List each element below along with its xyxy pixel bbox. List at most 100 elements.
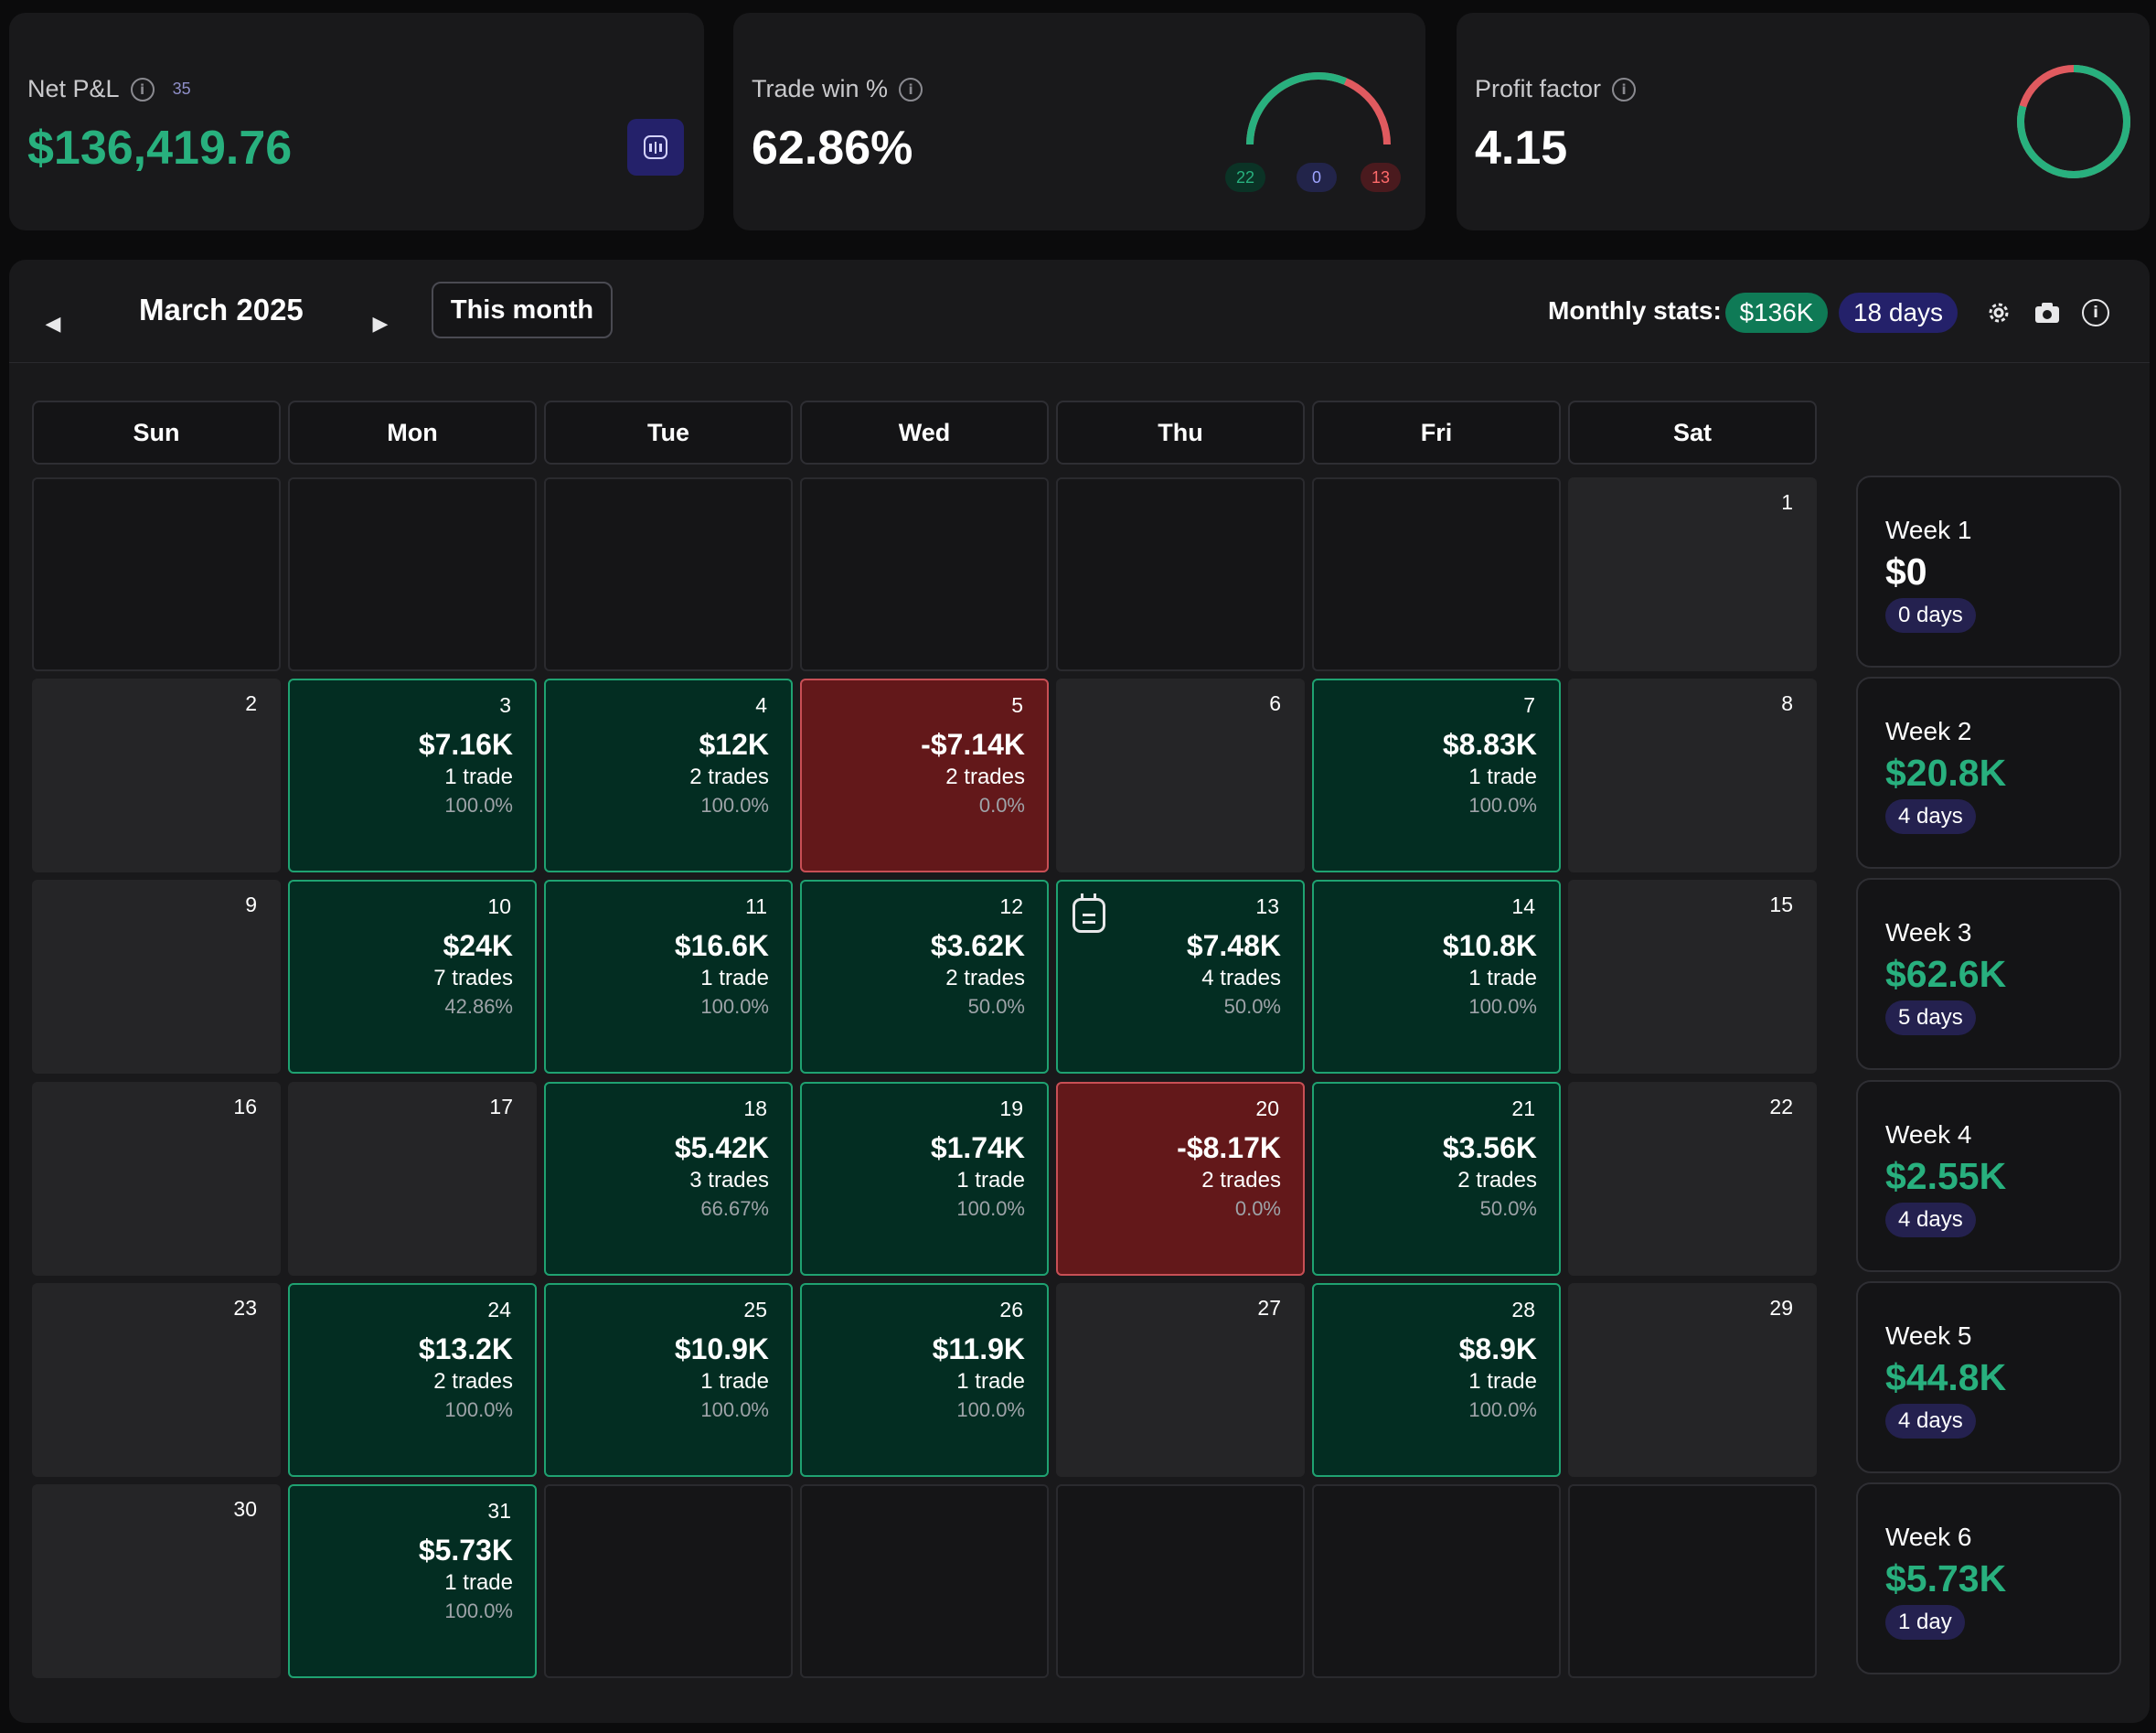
calendar-day-25[interactable]: 25 $10.9K 1 trade 100.0% bbox=[544, 1283, 793, 1477]
day-trade-count: 1 trade bbox=[1468, 966, 1537, 990]
calendar-day-7[interactable]: 7 $8.83K 1 trade 100.0% bbox=[1312, 679, 1561, 872]
day-number: 3 bbox=[499, 693, 511, 717]
info-icon[interactable]: i bbox=[899, 77, 923, 102]
calendar-day-28[interactable]: 28 $8.9K 1 trade 100.0% bbox=[1312, 1283, 1561, 1477]
info-icon[interactable]: i bbox=[1612, 77, 1637, 102]
day-pnl: $8.9K bbox=[1458, 1332, 1537, 1365]
trade-win-card: Trade win % i 62.86% 22 0 13 bbox=[733, 13, 1425, 230]
week-label: Week 1 bbox=[1885, 516, 1972, 544]
camera-icon[interactable] bbox=[2031, 296, 2064, 329]
calendar-day-30[interactable]: 30 bbox=[32, 1484, 281, 1678]
trade-count-badge: 35 bbox=[172, 80, 191, 98]
losses-count: 13 bbox=[1361, 163, 1401, 192]
day-trade-count: 2 trades bbox=[433, 1369, 513, 1394]
day-number: 26 bbox=[999, 1298, 1023, 1321]
chart-icon[interactable] bbox=[627, 119, 684, 176]
next-arrow-icon[interactable]: ▶ bbox=[372, 312, 389, 335]
day-number: 18 bbox=[743, 1096, 767, 1120]
day-trade-count: 2 trades bbox=[1201, 1168, 1281, 1193]
calendar-day-3[interactable]: 3 $7.16K 1 trade 100.0% bbox=[288, 679, 537, 872]
day-trade-count: 1 trade bbox=[1468, 1369, 1537, 1394]
this-month-button[interactable]: This month bbox=[432, 282, 613, 338]
day-number: 6 bbox=[1269, 691, 1281, 715]
gear-icon[interactable] bbox=[1982, 296, 2015, 329]
info-icon[interactable]: i bbox=[130, 77, 155, 102]
week-pnl: $0 bbox=[1885, 551, 1927, 593]
calendar-day-24[interactable]: 24 $13.2K 2 trades 100.0% bbox=[288, 1283, 537, 1477]
calendar-cell-blank bbox=[544, 477, 793, 671]
prev-arrow-icon[interactable]: ◀ bbox=[45, 312, 61, 335]
calendar-day-21[interactable]: 21 $3.56K 2 trades 50.0% bbox=[1312, 1082, 1561, 1276]
day-trade-count: 1 trade bbox=[444, 1570, 513, 1595]
day-number: 8 bbox=[1781, 691, 1793, 715]
day-win-rate: 100.0% bbox=[956, 1398, 1025, 1421]
calendar-day-4[interactable]: 4 $12K 2 trades 100.0% bbox=[544, 679, 793, 872]
calendar-cell-blank bbox=[1312, 477, 1561, 671]
calendar-day-11[interactable]: 11 $16.6K 1 trade 100.0% bbox=[544, 880, 793, 1074]
day-pnl: $5.73K bbox=[418, 1534, 513, 1567]
week-pnl: $5.73K bbox=[1885, 1557, 2007, 1599]
breakeven-count: 0 bbox=[1297, 163, 1337, 192]
calendar-day-23[interactable]: 23 bbox=[32, 1283, 281, 1477]
day-trade-count: 1 trade bbox=[956, 1369, 1025, 1394]
calendar-day-9[interactable]: 9 bbox=[32, 880, 281, 1074]
week-label: Week 6 bbox=[1885, 1523, 1972, 1551]
day-win-rate: 100.0% bbox=[444, 1398, 513, 1421]
calendar-cell-blank bbox=[1056, 477, 1305, 671]
day-trade-count: 7 trades bbox=[433, 966, 513, 990]
day-pnl: $11.9K bbox=[932, 1332, 1025, 1365]
calendar-day-10[interactable]: 10 $24K 7 trades 42.86% bbox=[288, 880, 537, 1074]
calendar-day-29[interactable]: 29 bbox=[1568, 1283, 1817, 1477]
week-summary-3: Week 3 $62.6K 5 days bbox=[1856, 878, 2121, 1070]
day-number: 13 bbox=[1255, 894, 1279, 918]
calendar-day-27[interactable]: 27 bbox=[1056, 1283, 1305, 1477]
calendar-day-1[interactable]: 1 bbox=[1568, 477, 1817, 671]
week-days-badge: 0 days bbox=[1885, 598, 1976, 633]
day-number: 7 bbox=[1523, 693, 1535, 717]
day-trade-count: 2 trades bbox=[945, 966, 1025, 990]
week-summary-6: Week 6 $5.73K 1 day bbox=[1856, 1482, 2121, 1674]
calendar-day-17[interactable]: 17 bbox=[288, 1082, 537, 1276]
monthly-stats-label: Monthly stats: bbox=[1548, 296, 1722, 325]
calendar-day-16[interactable]: 16 bbox=[32, 1082, 281, 1276]
day-number: 19 bbox=[999, 1096, 1023, 1120]
calendar-day-20[interactable]: 20 -$8.17K 2 trades 0.0% bbox=[1056, 1082, 1305, 1276]
calendar-day-19[interactable]: 19 $1.74K 1 trade 100.0% bbox=[800, 1082, 1049, 1276]
profit-factor-value: 4.15 bbox=[1475, 122, 1568, 175]
calendar-day-12[interactable]: 12 $3.62K 2 trades 50.0% bbox=[800, 880, 1049, 1074]
calendar-day-5[interactable]: 5 -$7.14K 2 trades 0.0% bbox=[800, 679, 1049, 872]
calendar-cell-blank bbox=[1568, 1484, 1817, 1678]
calendar-day-15[interactable]: 15 bbox=[1568, 880, 1817, 1074]
calendar-day-14[interactable]: 14 $10.8K 1 trade 100.0% bbox=[1312, 880, 1561, 1074]
calendar-day-8[interactable]: 8 bbox=[1568, 679, 1817, 872]
day-number: 31 bbox=[487, 1499, 511, 1523]
day-number: 2 bbox=[245, 691, 257, 715]
day-number: 14 bbox=[1511, 894, 1535, 918]
calendar-day-26[interactable]: 26 $11.9K 1 trade 100.0% bbox=[800, 1283, 1049, 1477]
day-win-rate: 100.0% bbox=[700, 1398, 769, 1421]
weekday-header-sat: Sat bbox=[1568, 401, 1817, 465]
day-number: 21 bbox=[1511, 1096, 1535, 1120]
weekday-header-mon: Mon bbox=[288, 401, 537, 465]
info-icon[interactable]: i bbox=[2079, 296, 2112, 329]
net-pnl-label: Net P&L bbox=[27, 75, 120, 102]
day-win-rate: 50.0% bbox=[967, 995, 1025, 1018]
calendar-cell-blank bbox=[544, 1484, 793, 1678]
weekday-header-wed: Wed bbox=[800, 401, 1049, 465]
calendar-day-2[interactable]: 2 bbox=[32, 679, 281, 872]
day-win-rate: 100.0% bbox=[700, 995, 769, 1018]
calendar-day-31[interactable]: 31 $5.73K 1 trade 100.0% bbox=[288, 1484, 537, 1678]
net-pnl-card: Net P&L i 35 $136,419.76 bbox=[9, 13, 704, 230]
note-icon[interactable] bbox=[1073, 893, 1105, 933]
month-title: March 2025 bbox=[139, 293, 304, 326]
calendar-day-22[interactable]: 22 bbox=[1568, 1082, 1817, 1276]
week-pnl: $62.6K bbox=[1885, 953, 2007, 995]
day-pnl: $24K bbox=[443, 929, 514, 962]
day-number: 25 bbox=[743, 1298, 767, 1321]
day-trade-count: 2 trades bbox=[945, 765, 1025, 789]
calendar-cell-blank bbox=[800, 477, 1049, 671]
week-label: Week 5 bbox=[1885, 1321, 1972, 1350]
calendar-day-18[interactable]: 18 $5.42K 3 trades 66.67% bbox=[544, 1082, 793, 1276]
calendar-day-6[interactable]: 6 bbox=[1056, 679, 1305, 872]
calendar-day-13[interactable]: 13 $7.48K 4 trades 50.0% bbox=[1056, 880, 1305, 1074]
